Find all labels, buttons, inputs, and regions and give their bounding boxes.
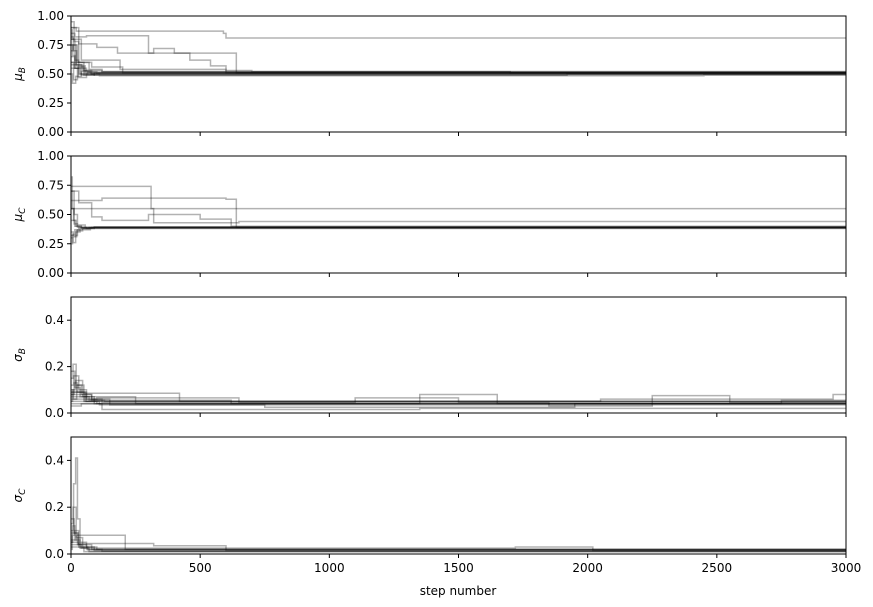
y-label-subscript: B [18, 348, 28, 354]
walker-line-13 [71, 391, 846, 403]
walker-line-16 [71, 63, 846, 77]
y-tick-label: 1.00 [37, 9, 64, 23]
walker-line-10 [71, 190, 846, 227]
walker-line-6 [71, 534, 846, 551]
walker-line-5 [71, 529, 846, 551]
walker-line-1 [71, 363, 846, 403]
walker-line-7 [71, 541, 846, 552]
walker-line-5 [71, 190, 846, 229]
walker-line-10 [71, 32, 846, 74]
walker-line-2 [71, 226, 846, 244]
walker-line-9 [71, 197, 846, 229]
y-tick-label: 0.2 [45, 500, 64, 514]
panel-4: 0.0 0.2 0.4 0 500 1000 1500 2000 2500 3000 σC [11, 436, 862, 575]
walker-line-4 [71, 21, 846, 73]
walker-line-2 [71, 506, 846, 552]
series-group [71, 363, 846, 411]
y-tick-label: 0.0 [45, 547, 64, 561]
walker-line-12 [71, 227, 846, 237]
walker-line-8 [71, 394, 846, 407]
panel-3: 0.0 0.2 0.4 σB [11, 296, 847, 420]
walker-line-10 [71, 532, 846, 551]
walker-line-1 [71, 176, 846, 229]
walker-line-1 [71, 457, 846, 551]
panel-2: 0.00 0.25 0.50 0.75 1.00 μC [11, 149, 847, 280]
y-label-symbol: μ [11, 73, 25, 82]
y-tick-label: 0.50 [37, 208, 64, 222]
walker-line-2 [71, 44, 846, 75]
walker-line-6 [71, 384, 846, 405]
y-tick-label: 0.75 [37, 38, 64, 52]
x-tick-label: 0 [67, 561, 75, 575]
walker-line-9 [71, 546, 846, 553]
x-tick-label: 2000 [572, 561, 603, 575]
walker-line-6 [71, 36, 846, 75]
walker-line-13 [71, 67, 846, 76]
walker-line-8 [71, 55, 846, 79]
series-group [71, 457, 846, 553]
walker-line-7 [71, 185, 846, 210]
y-tick-label: 0.00 [37, 266, 64, 280]
y-tick-label: 0.0 [45, 406, 64, 420]
y-label-subscript: C [18, 207, 28, 214]
walker-line-9 [71, 393, 846, 405]
panel-1: 0.00 0.25 0.50 0.75 1.00 μB [11, 9, 847, 139]
walker-line-2 [71, 375, 846, 404]
x-tick-label: 2500 [702, 561, 733, 575]
walker-line-5 [71, 70, 846, 85]
walker-line-15 [71, 44, 846, 74]
walker-line-11 [71, 26, 846, 74]
walker-line-12 [71, 402, 846, 411]
y-axis-label: σC [11, 488, 28, 503]
walker-line-3 [71, 207, 846, 230]
walker-line-3 [71, 379, 846, 405]
walker-line-1 [71, 29, 846, 74]
x-tick-label: 500 [189, 561, 212, 575]
x-axis-label: step number [420, 584, 497, 598]
walker-line-4 [71, 518, 846, 552]
walker-line-7 [71, 44, 846, 75]
y-tick-label: 0.4 [45, 453, 64, 467]
y-tick-label: 1.00 [37, 149, 64, 163]
y-tick-label: 0.00 [37, 125, 64, 139]
walker-line-10 [71, 400, 846, 408]
walker-line-11 [71, 219, 846, 229]
walker-line-4 [71, 226, 846, 245]
y-axis-label: μC [11, 207, 28, 223]
y-tick-label: 0.50 [37, 67, 64, 81]
x-tick-label: 1500 [443, 561, 474, 575]
series-group [71, 21, 846, 85]
walker-line-4 [71, 382, 846, 406]
walker-line-3 [71, 525, 846, 553]
y-label-subscript: C [18, 488, 28, 495]
y-label-symbol: μ [11, 213, 25, 222]
walker-line-8 [71, 207, 846, 224]
walker-line-8 [71, 543, 846, 552]
series-group [71, 176, 846, 245]
y-tick-label: 0.75 [37, 178, 64, 192]
walker-line-14 [71, 61, 846, 73]
walker-line-5 [71, 370, 846, 403]
walker-line-3 [71, 61, 846, 81]
x-tick-label: 3000 [831, 561, 862, 575]
y-tick-label: 0.2 [45, 360, 64, 374]
y-axis-label: σB [11, 348, 28, 362]
x-tick-label: 1000 [314, 561, 345, 575]
y-label-symbol: σ [11, 494, 25, 502]
y-label-subscript: B [18, 67, 28, 73]
walker-line-9 [71, 26, 846, 39]
walker-line-6 [71, 226, 846, 238]
y-tick-label: 0.4 [45, 313, 64, 327]
walker-line-12 [71, 38, 846, 74]
y-tick-label: 0.25 [37, 96, 64, 110]
y-axis-label: μB [11, 67, 28, 82]
y-label-symbol: σ [11, 354, 25, 362]
walker-line-11 [71, 393, 846, 405]
walker-line-14 [71, 402, 846, 407]
y-tick-label: 0.25 [37, 237, 64, 251]
walker-line-7 [71, 391, 846, 403]
